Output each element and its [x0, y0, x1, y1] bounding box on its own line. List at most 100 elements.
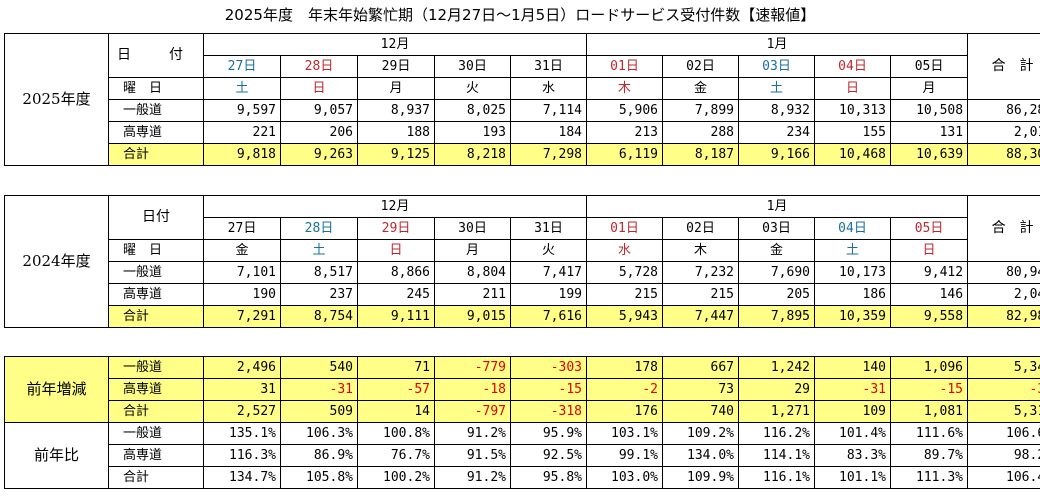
value-cell: 10,508: [889, 99, 969, 122]
weekday-cell: 木: [586, 77, 663, 100]
value-cell: 5,906: [586, 99, 663, 122]
total-label: 合計: [108, 305, 204, 328]
value-cell: 103.1%: [586, 422, 663, 445]
ratio-label: 前年比: [4, 422, 109, 489]
weekday-cell: 日: [357, 239, 435, 262]
weekday-cell: 水: [510, 77, 587, 100]
weekday-cell: 月: [357, 77, 435, 100]
month-jan: 1月: [585, 33, 969, 56]
value-cell: 7,895: [738, 305, 815, 328]
date-cell: 02日: [662, 217, 739, 240]
ippan-label: 一般道: [108, 356, 204, 379]
value-cell: 9,015: [434, 305, 511, 328]
weekday-cell: 土: [203, 77, 281, 100]
weekday-row: 曜 日金土日月火水木金土日: [5, 239, 1040, 262]
value-cell: 7,447: [662, 305, 739, 328]
value-cell: 10,313: [814, 99, 891, 122]
value-cell: 176: [586, 400, 663, 423]
value-cell: 667: [662, 356, 739, 379]
value-cell: 234: [738, 121, 815, 144]
ippan-label: 一般道: [108, 99, 204, 122]
value-cell: 7,417: [510, 261, 587, 284]
value-cell: 7,291: [203, 305, 281, 328]
value-cell: 2,013: [967, 121, 1040, 144]
value-cell: 9,166: [738, 143, 815, 166]
table-2025: 2025年度 日 付 12月 1月 合 計 27日 28日 29日 30日 31日 01日…: [4, 33, 1040, 166]
weekday-cell: 日: [280, 77, 358, 100]
date-header: 日 付: [108, 33, 204, 78]
value-cell: 109: [814, 400, 891, 423]
date-cell: 31日: [510, 55, 587, 78]
value-cell: 9,818: [203, 143, 281, 166]
ratio-total-row: 合計 134.7% 105.8% 100.2% 91.2% 95.8% 103.0% 109.…: [5, 466, 1040, 489]
value-cell: 100.2%: [357, 466, 435, 489]
month-dec: 12月: [203, 33, 587, 56]
value-cell: -31: [814, 378, 891, 401]
value-cell: 7,899: [662, 99, 739, 122]
value-cell: 2,496: [203, 356, 281, 379]
value-cell: 73: [662, 378, 739, 401]
value-cell: 91.2%: [434, 466, 511, 489]
value-cell: 199: [510, 283, 587, 306]
value-cell: 221: [203, 121, 281, 144]
value-cell: 83.3%: [814, 444, 891, 467]
value-cell: 184: [510, 121, 587, 144]
value-cell: 7,690: [738, 261, 815, 284]
total-row: 合計 7,291 8,754 9,111 9,015 7,616 5,943 7,447 7,8…: [4, 305, 1040, 328]
value-cell: 7,298: [510, 143, 587, 166]
value-cell: 7,232: [662, 261, 739, 284]
value-cell: 2,049: [967, 283, 1040, 306]
value-cell: 76.7%: [357, 444, 435, 467]
value-cell: 9,125: [357, 143, 435, 166]
date-cell: 30日: [434, 217, 511, 240]
value-cell: 101.1%: [814, 466, 891, 489]
value-cell: 116.2%: [738, 422, 815, 445]
value-cell: 8,804: [434, 261, 511, 284]
date-cell: 03日: [738, 55, 815, 78]
value-cell: 193: [434, 121, 511, 144]
value-cell: 245: [357, 283, 435, 306]
value-cell: 86.9%: [280, 444, 358, 467]
total-label: 合計: [108, 143, 204, 166]
value-cell: 8,932: [738, 99, 815, 122]
date-cell: 02日: [662, 55, 739, 78]
year-label-2024: 2024年度: [4, 195, 109, 328]
date-cell: 28日: [280, 217, 358, 240]
total-label: 合計: [108, 400, 204, 423]
value-cell: 2,527: [203, 400, 281, 423]
value-cell: 10,173: [814, 261, 891, 284]
value-cell: 9,111: [357, 305, 435, 328]
date-cell: 05日: [889, 55, 969, 78]
date-header: 日付: [108, 195, 204, 240]
value-cell: 101.4%: [814, 422, 891, 445]
value-cell: 106.4%: [967, 466, 1040, 489]
weekday-cell: 木: [662, 239, 739, 262]
date-cell: 30日: [434, 55, 511, 78]
value-cell: 5,728: [586, 261, 663, 284]
value-cell: 540: [280, 356, 358, 379]
value-cell: 8,866: [357, 261, 435, 284]
date-cell: 04日: [814, 217, 891, 240]
total-header: 合 計: [967, 195, 1040, 262]
ippan-label: 一般道: [108, 422, 204, 445]
value-cell: -15: [890, 378, 968, 401]
value-cell: 103.0%: [586, 466, 663, 489]
value-cell: 8,517: [280, 261, 358, 284]
date-cell: 05日: [889, 217, 969, 240]
value-cell: -18: [434, 378, 511, 401]
value-cell: 740: [662, 400, 739, 423]
weekday-cell: 土: [280, 239, 358, 262]
value-cell: 5,312: [967, 400, 1040, 423]
value-cell: 31: [203, 378, 281, 401]
value-cell: -797: [434, 400, 511, 423]
value-cell: 155: [814, 121, 891, 144]
value-cell: 205: [738, 283, 815, 306]
value-cell: 190: [203, 283, 281, 306]
value-cell: 1,271: [738, 400, 815, 423]
ratio-ippan-row: 前年比 一般道 135.1% 106.3% 100.8% 91.2% 95.9% 103.…: [4, 422, 1040, 489]
value-cell: 211: [434, 283, 511, 306]
value-cell: 146: [889, 283, 969, 306]
value-cell: 206: [280, 121, 358, 144]
value-cell: 8,025: [434, 99, 511, 122]
